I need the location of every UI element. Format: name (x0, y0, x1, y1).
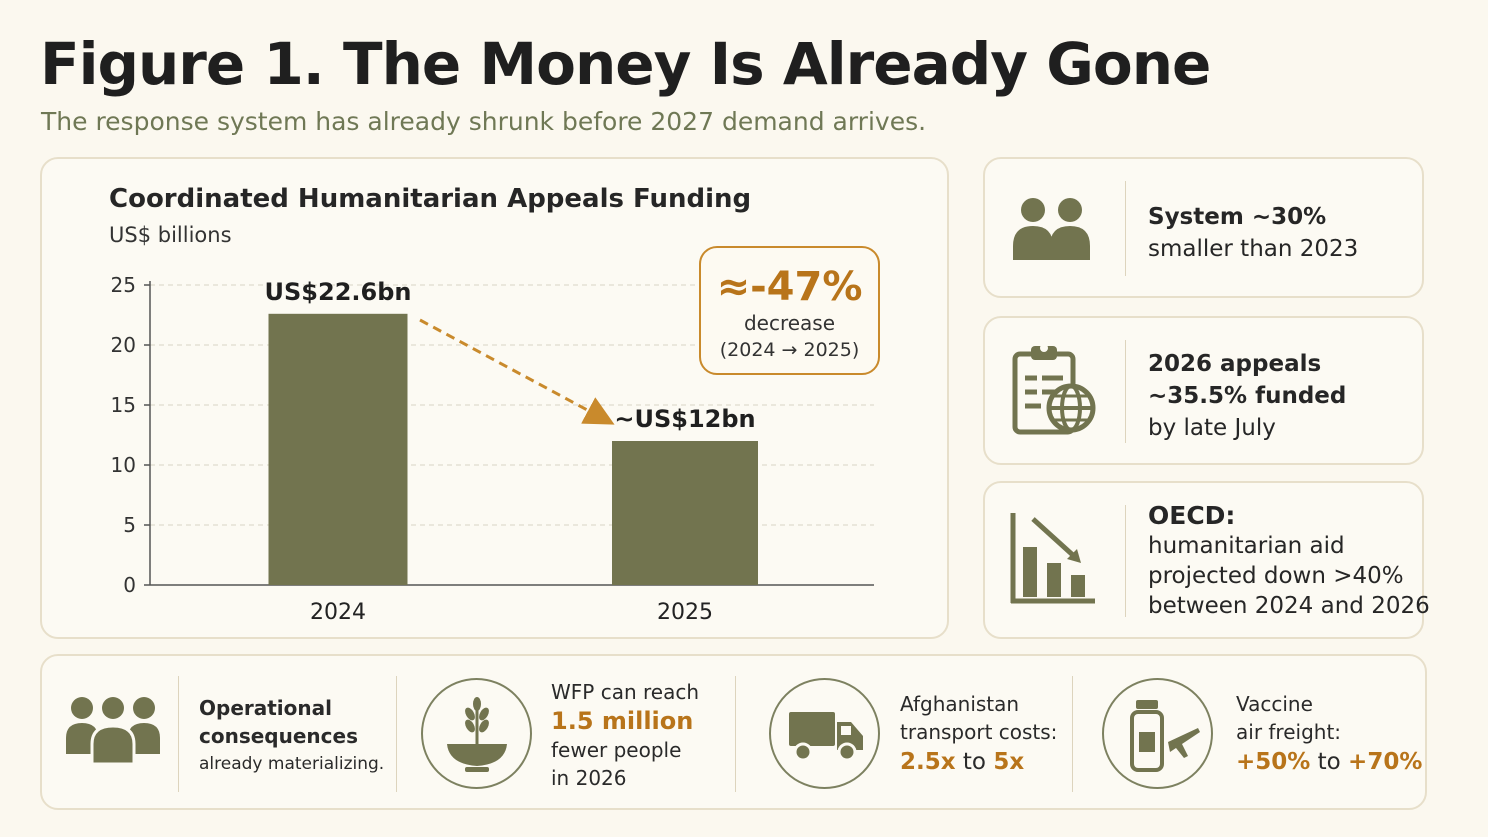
side-card-detail: projected down >40% (1148, 563, 1404, 589)
afghanistan-low: 2.5x (900, 749, 956, 775)
bar (268, 313, 408, 585)
side-card-text: 2026 appeals ~35.5% funded by late July (1148, 348, 1346, 444)
separator (1125, 340, 1126, 443)
y-tick-label: 15 (111, 393, 136, 417)
separator (178, 676, 179, 792)
side-card-oecd: OECD: humanitarian aid projected down >4… (983, 481, 1430, 639)
ops-headline: Operational (199, 696, 332, 720)
consequences-strip: Operational consequences already materia… (40, 654, 1427, 810)
separator (1125, 181, 1126, 276)
change-label: decrease (743, 311, 836, 335)
vaccine-label: Vaccine (1236, 692, 1313, 716)
page-subtitle: The response system has already shrunk b… (41, 107, 927, 136)
side-card-detail: smaller than 2023 (1148, 236, 1359, 262)
ops-headline-2: consequences (199, 724, 358, 748)
y-tick-label: 25 (111, 273, 136, 297)
separator (735, 676, 736, 792)
clipboard-globe-icon (1012, 344, 1096, 435)
afghanistan-high: 5x (993, 749, 1025, 775)
side-card-detail: by late July (1148, 415, 1276, 441)
side-card-text: OECD: humanitarian aid projected down >4… (1148, 501, 1430, 621)
separator (396, 676, 397, 792)
afghanistan-joiner: to (962, 749, 986, 775)
vaccine-low: +50% (1236, 749, 1311, 775)
separator (1072, 676, 1073, 792)
change-period: (2024 → 2025) (719, 339, 860, 361)
vaccine-plane-icon (1130, 700, 1200, 772)
afghanistan-text: Afghanistan transport costs: 2.5x to 5x (900, 690, 1057, 778)
separator (1125, 505, 1126, 617)
change-value: ≈-47% (716, 264, 863, 310)
data-label: ~US$12bn (614, 405, 755, 433)
vaccine-icon-circle (1102, 678, 1213, 789)
wfp-value: 1.5 million (551, 707, 694, 735)
wfp-icon-circle (421, 678, 532, 789)
declining-bars-icon (1010, 513, 1095, 604)
data-label: US$22.6bn (265, 278, 412, 306)
people-icon (1013, 198, 1090, 260)
x-tick-label: 2025 (657, 600, 713, 625)
truck-icon-circle (769, 678, 880, 789)
wfp-text: WFP can reach 1.5 million fewer people i… (551, 678, 699, 792)
wfp-detail: fewer people (551, 738, 682, 762)
chart-unit-label: US$ billions (109, 223, 232, 247)
ops-text: Operational consequences already materia… (199, 694, 384, 778)
side-card-headline: System ~30% (1148, 204, 1327, 230)
vaccine-detail: air freight: (1236, 720, 1342, 744)
y-tick-label: 0 (123, 573, 136, 597)
afghanistan-label: Afghanistan (900, 692, 1020, 716)
bar (612, 441, 758, 585)
side-card-headline: 2026 appeals (1148, 351, 1322, 377)
ops-detail: already materializing. (199, 754, 385, 774)
side-card-headline: OECD: (1148, 501, 1236, 530)
wfp-year: in 2026 (551, 766, 627, 790)
y-tick-label: 5 (123, 513, 136, 537)
side-card-text: System ~30% smaller than 2023 (1148, 201, 1358, 265)
wheat-bowl-icon (447, 697, 507, 772)
x-tick-label: 2024 (310, 600, 366, 625)
truck-icon (789, 712, 863, 762)
wfp-label: WFP can reach (551, 680, 699, 704)
side-card-detail: between 2024 and 2026 (1148, 593, 1430, 619)
afghanistan-detail: transport costs: (900, 720, 1058, 744)
y-tick-label: 20 (111, 333, 136, 357)
side-card-headline-value: ~35.5% funded (1148, 383, 1347, 409)
vaccine-joiner: to (1317, 749, 1341, 775)
group-icon (66, 697, 160, 766)
chart-card: 0 5 10 15 20 25 2024 US$22.6bn 2025 ~US$12bn Coo… (40, 157, 949, 639)
side-card-appeals-funded: 2026 appeals ~35.5% funded by late July (983, 316, 1424, 465)
page-title: Figure 1. The Money Is Already Gone (40, 30, 1211, 98)
change-callout: ≈-47% decrease (2024 → 2025) (699, 246, 880, 375)
y-tick-label: 10 (111, 453, 136, 477)
vaccine-high: +70% (1348, 749, 1423, 775)
chart-title: Coordinated Humanitarian Appeals Funding (109, 184, 752, 214)
vaccine-text: Vaccine air freight: +50% to +70% (1236, 690, 1422, 778)
side-card-system-size: System ~30% smaller than 2023 (983, 157, 1424, 298)
trend-arrow (419, 318, 615, 425)
side-card-detail: humanitarian aid (1148, 533, 1345, 559)
